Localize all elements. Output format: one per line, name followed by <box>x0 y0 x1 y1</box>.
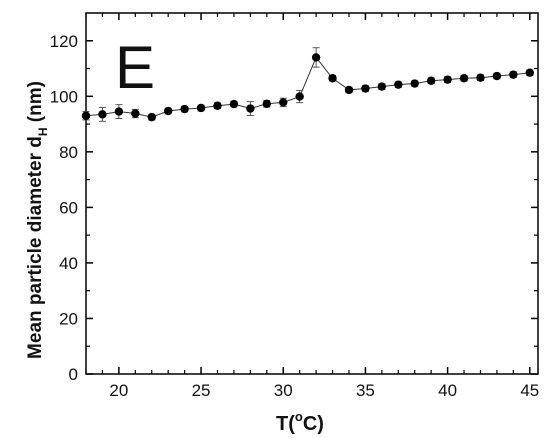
data-point <box>443 75 452 84</box>
x-tick-label: 40 <box>438 381 457 400</box>
x-axis-title-unit: C) <box>303 413 324 435</box>
data-point <box>344 85 354 95</box>
data-point <box>426 76 436 85</box>
data-point <box>492 71 502 81</box>
y-tick-label: 100 <box>50 87 78 106</box>
data-point <box>476 73 485 82</box>
series-line <box>85 56 530 118</box>
data-point <box>295 92 304 101</box>
data-point <box>246 104 255 113</box>
data-point <box>131 109 140 118</box>
data-point <box>229 99 239 109</box>
data-point <box>147 112 156 122</box>
plot-area: 0 20 40 60 80 100 120 20 25 30 35 40 45 <box>50 12 539 400</box>
y-axis-title-main: Mean particle diameter d <box>25 136 46 359</box>
x-tick-label: 45 <box>520 381 539 400</box>
y-tick-label: 20 <box>59 309 78 328</box>
data-point <box>525 68 534 77</box>
data-point <box>180 104 189 114</box>
x-axis-title: T(oC) <box>276 409 324 435</box>
data-point <box>410 79 419 88</box>
plot-frame <box>85 12 539 375</box>
data-point <box>394 80 403 89</box>
y-axis-title-subscript: H <box>36 127 50 136</box>
data-point <box>213 101 222 110</box>
y-tick-label: 40 <box>59 254 78 273</box>
data-point <box>311 53 321 62</box>
data-point <box>114 107 124 116</box>
y-tick-label: 60 <box>59 198 78 217</box>
y-axis-title-unit: (nm) <box>25 81 46 127</box>
data-point <box>377 82 387 91</box>
x-axis-title-superscript: o <box>295 409 303 424</box>
x-axis-title-main: T( <box>276 413 295 435</box>
data-point <box>328 74 337 83</box>
data-point <box>163 106 173 116</box>
x-tick-label: 25 <box>192 381 211 400</box>
panel-label: E <box>115 34 155 101</box>
y-tick-label: 120 <box>50 32 78 51</box>
data-point <box>509 70 518 79</box>
x-tick-label: 30 <box>274 381 293 400</box>
x-tick-label: 35 <box>356 381 375 400</box>
data-point <box>459 74 469 83</box>
data-point <box>279 98 288 107</box>
y-tick-label: 80 <box>59 143 78 162</box>
y-tick-label: 0 <box>69 365 78 384</box>
data-point <box>196 103 206 113</box>
data-point <box>81 111 91 120</box>
x-tick-label: 20 <box>109 381 128 400</box>
data-point <box>98 110 107 119</box>
data-point <box>361 84 370 93</box>
y-axis-title: Mean particle diameter dH (nm) <box>25 81 50 359</box>
data-point <box>262 99 271 109</box>
